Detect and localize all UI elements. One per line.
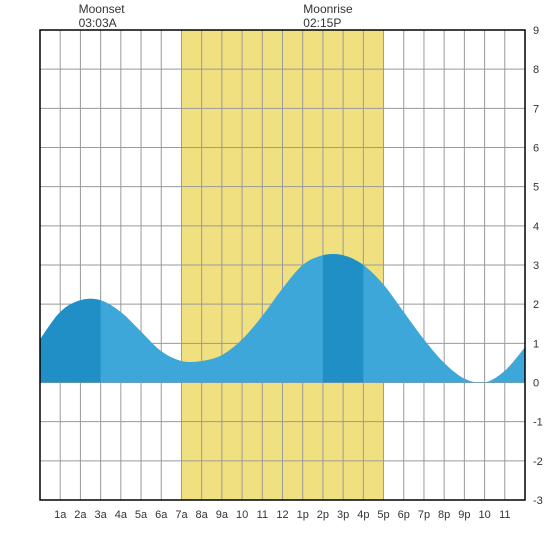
x-tick-label: 2a: [74, 509, 87, 521]
x-tick-label: 4p: [357, 509, 369, 521]
x-tick-label: 4a: [115, 509, 128, 521]
x-tick-label: 7a: [175, 509, 188, 521]
x-tick-label: 10: [236, 509, 248, 521]
x-tick-label: 8a: [196, 509, 209, 521]
y-tick-label: 8: [533, 64, 539, 76]
annotation-moonset-time: 03:03A: [79, 16, 125, 30]
x-tick-label: 6a: [155, 509, 168, 521]
y-tick-label: -3: [533, 495, 543, 507]
x-tick-label: 8p: [438, 509, 450, 521]
y-tick-label: 1: [533, 338, 539, 350]
x-tick-label: 11: [257, 509, 268, 521]
x-tick-label: 12: [276, 509, 288, 521]
y-tick-label: 6: [533, 143, 539, 155]
x-tick-label: 3p: [337, 509, 349, 521]
y-tick-label: -2: [533, 456, 543, 468]
y-tick-label: 4: [533, 221, 539, 233]
y-tick-label: 2: [533, 299, 539, 311]
x-tick-label: 7p: [418, 509, 430, 521]
y-tick-label: 0: [533, 378, 539, 390]
x-tick-label: 10: [478, 509, 490, 521]
x-tick-label: 6p: [398, 509, 410, 521]
x-tick-label: 5p: [377, 509, 389, 521]
annotation-moonset: Moonset 03:03A: [79, 2, 125, 31]
chart-svg: -3-2-101234567891a2a3a4a5a6a7a8a9a101112…: [0, 0, 550, 550]
x-tick-label: 11: [499, 509, 510, 521]
y-tick-label: 9: [533, 25, 539, 37]
x-tick-label: 9p: [458, 509, 470, 521]
annotation-moonset-label: Moonset: [79, 2, 125, 16]
y-tick-label: 3: [533, 260, 539, 272]
y-tick-label: 5: [533, 182, 539, 194]
y-tick-label: 7: [533, 103, 539, 115]
annotation-moonrise-label: Moonrise: [303, 2, 352, 16]
x-tick-label: 2p: [317, 509, 329, 521]
tide-chart: -3-2-101234567891a2a3a4a5a6a7a8a9a101112…: [0, 0, 550, 550]
x-tick-label: 9a: [216, 509, 229, 521]
x-tick-label: 3a: [95, 509, 108, 521]
y-tick-label: -1: [533, 417, 543, 429]
x-tick-label: 5a: [135, 509, 148, 521]
x-tick-label: 1p: [297, 509, 309, 521]
x-tick-label: 1a: [54, 509, 67, 521]
annotation-moonrise: Moonrise 02:15P: [303, 2, 352, 31]
annotation-moonrise-time: 02:15P: [303, 16, 352, 30]
